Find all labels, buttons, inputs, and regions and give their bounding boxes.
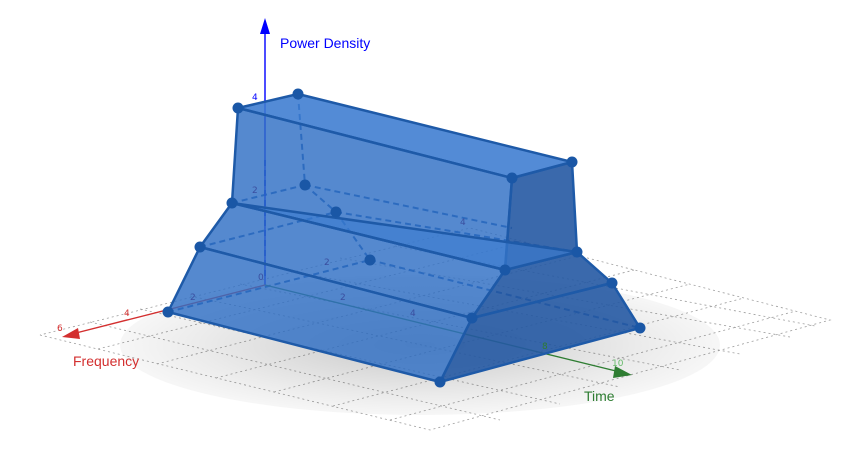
x-tick-label: 6 [57, 324, 63, 334]
z-tick-label: 2 [252, 186, 258, 196]
vertex-point[interactable] [435, 377, 446, 388]
vertex-point[interactable] [163, 307, 174, 318]
y-tick-label: 10 [612, 359, 624, 369]
vertex-point[interactable] [635, 323, 646, 334]
y-tick-label: 8 [542, 342, 548, 352]
x-tick-label: 2 [190, 293, 196, 303]
vertex-point[interactable] [233, 103, 244, 114]
vertex-point[interactable] [195, 242, 206, 253]
vertex-point[interactable] [467, 313, 478, 324]
z-tick-label: 4 [252, 93, 258, 103]
vertex-point[interactable] [227, 198, 238, 209]
vertex-point[interactable] [572, 247, 583, 258]
vertex-point[interactable] [500, 265, 511, 276]
x-axis-arrow [62, 328, 80, 339]
z-axis-title: Power Density [280, 35, 370, 51]
vertex-point[interactable] [300, 180, 311, 191]
vertex-point[interactable] [567, 157, 578, 168]
x-axis-title: Frequency [73, 353, 139, 369]
z-axis-arrow [260, 18, 270, 34]
vertex-point[interactable] [507, 173, 518, 184]
y-tick-label: 4 [410, 309, 416, 319]
x-tick-label: 4 [124, 309, 130, 319]
vertex-point[interactable] [293, 89, 304, 100]
vertex-point[interactable] [365, 255, 376, 266]
y-tick-label: 4 [460, 218, 466, 228]
z-tick-label: 0 [258, 273, 264, 283]
y-axis-title: Time [584, 388, 615, 404]
vertex-point[interactable] [331, 207, 342, 218]
y-tick-label: 2 [324, 258, 330, 268]
vertex-point[interactable] [607, 278, 618, 289]
y-tick-label: 2 [340, 293, 346, 303]
